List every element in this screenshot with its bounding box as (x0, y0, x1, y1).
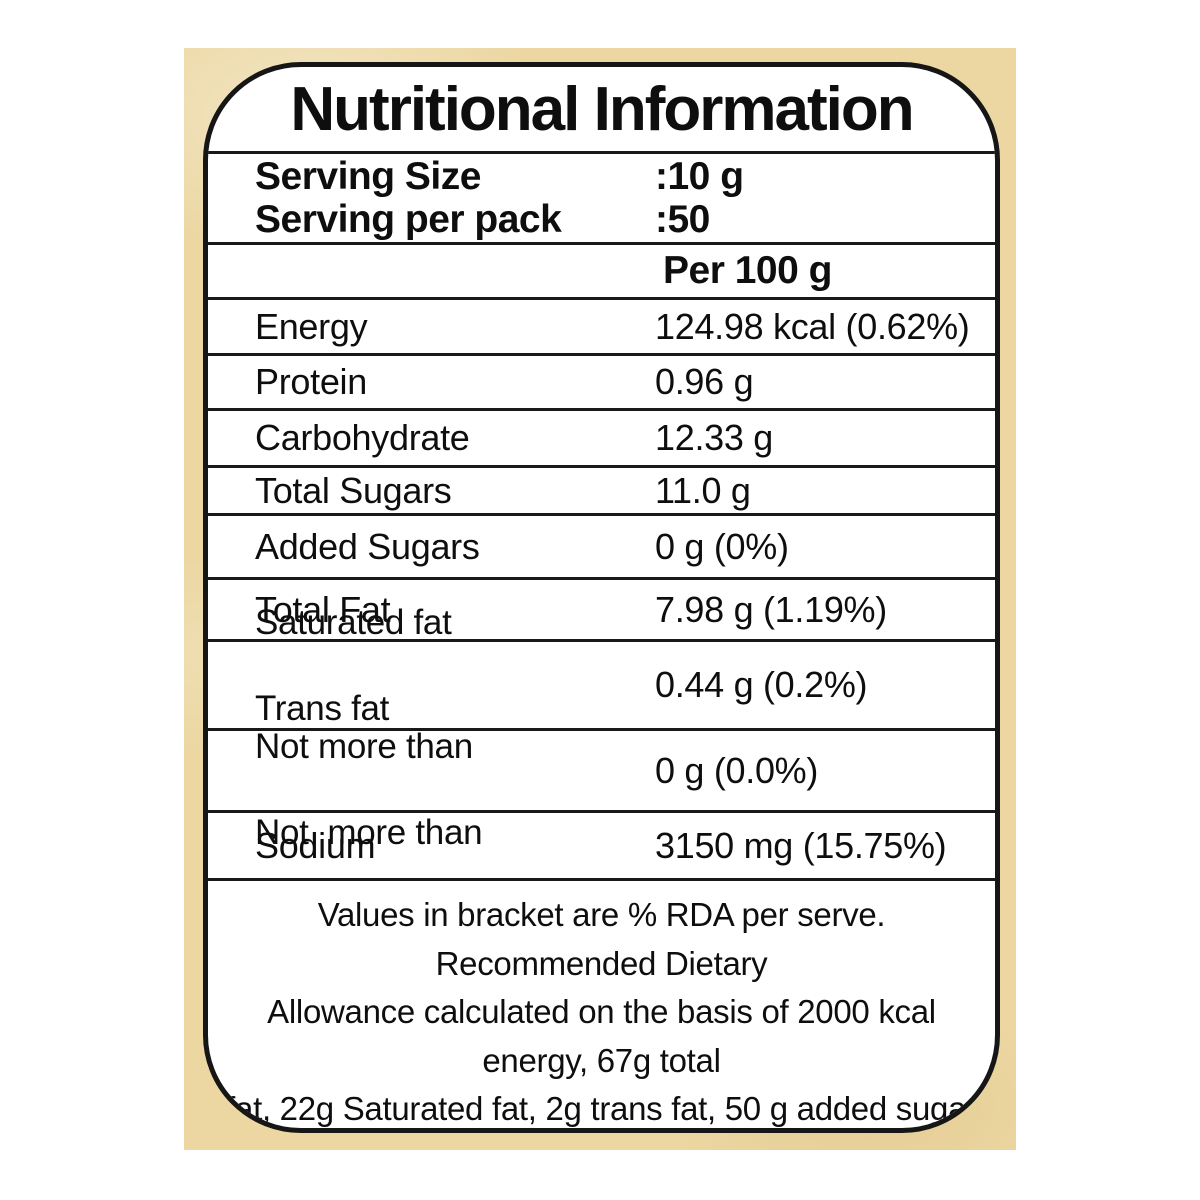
nutrient-name: Added Sugars (255, 525, 480, 567)
serving-section: Serving Size :10 g Serving per pack :50 (208, 154, 995, 245)
nutrient-name-line1: Trans fat (255, 688, 390, 728)
row-energy: Energy 124.98 kcal (0.62%) (208, 300, 995, 356)
nutrient-value: 12.33 g (655, 417, 774, 458)
nutrient-name-line2: Not more than (255, 812, 483, 852)
column-header-row: Per 100 g (208, 245, 995, 300)
row-total-fat: Total Fat 7.98 g (1.19%) (208, 580, 995, 642)
nutrient-value: 11.0 g (655, 469, 751, 511)
nutrient-value: 7.98 g (1.19%) (655, 588, 887, 630)
nutrient-name: Trans fat Not more than (255, 605, 483, 937)
nutrient-value: 3150 mg (15.75%) (655, 824, 947, 866)
nutrient-value: 0.44 g (0.2%) (655, 664, 868, 705)
nutrition-panel: Nutritional Information Serving Size :10… (203, 62, 1000, 1133)
nutrient-value: 0 g (0%) (655, 525, 789, 567)
per-100g-header: Per 100 g (663, 249, 832, 292)
row-carbohydrate: Carbohydrate 12.33 g (208, 411, 995, 468)
row-saturated-fat: Saturated fat Not more than 0.44 g (0.2%… (208, 603, 995, 766)
nutrient-name: Energy (255, 305, 368, 347)
row-protein: Protein 0.96 g (208, 356, 995, 411)
nutrient-name: Saturated fat Not more than (255, 519, 473, 851)
panel-title: Nutritional Information (290, 74, 914, 144)
serving-size-value: :10 g (655, 154, 744, 198)
row-added-sugars: Added Sugars 0 g (0%) (208, 516, 995, 580)
nutrient-name: Total Sugars (255, 469, 452, 511)
nutrient-name-line1: Saturated fat (255, 603, 452, 642)
nutrient-name: Total Fat (255, 588, 391, 630)
panel-title-section: Nutritional Information (208, 67, 995, 154)
footnote-line: fat, 22g Saturated fat, 2g trans fat, 50… (226, 1090, 977, 1127)
rda-footnote: Values in bracket are % RDA per serve. R… (208, 881, 995, 1128)
footnote-line: Allowance calculated on the basis of 200… (267, 993, 945, 1079)
serving-per-pack-row: Serving per pack :50 (208, 198, 995, 241)
serving-size-row: Serving Size :10 g (208, 155, 995, 198)
nutrient-value: 0 g (0.0%) (655, 749, 819, 791)
nutrient-value: 124.98 kcal (0.62%) (655, 305, 970, 347)
serving-per-pack-label: Serving per pack (255, 197, 562, 241)
nutrient-name: Sodium (255, 824, 376, 866)
nutrient-name: Carbohydrate (255, 417, 470, 458)
serving-per-pack-value: :50 (655, 197, 710, 241)
row-sodium: Sodium 3150 mg (15.75%) (208, 813, 995, 881)
row-total-sugars: Total Sugars 11.0 g (208, 468, 995, 516)
nutrient-value: 0.96 g (655, 361, 754, 402)
row-trans-fat: Trans fat Not more than 0 g (0.0%) (208, 689, 995, 852)
serving-size-label: Serving Size (255, 154, 481, 198)
nutrient-name: Protein (255, 361, 367, 402)
footnote-line: Values in bracket are % RDA per serve. R… (317, 896, 895, 982)
nutrient-name-line2: Not more than (255, 727, 473, 766)
